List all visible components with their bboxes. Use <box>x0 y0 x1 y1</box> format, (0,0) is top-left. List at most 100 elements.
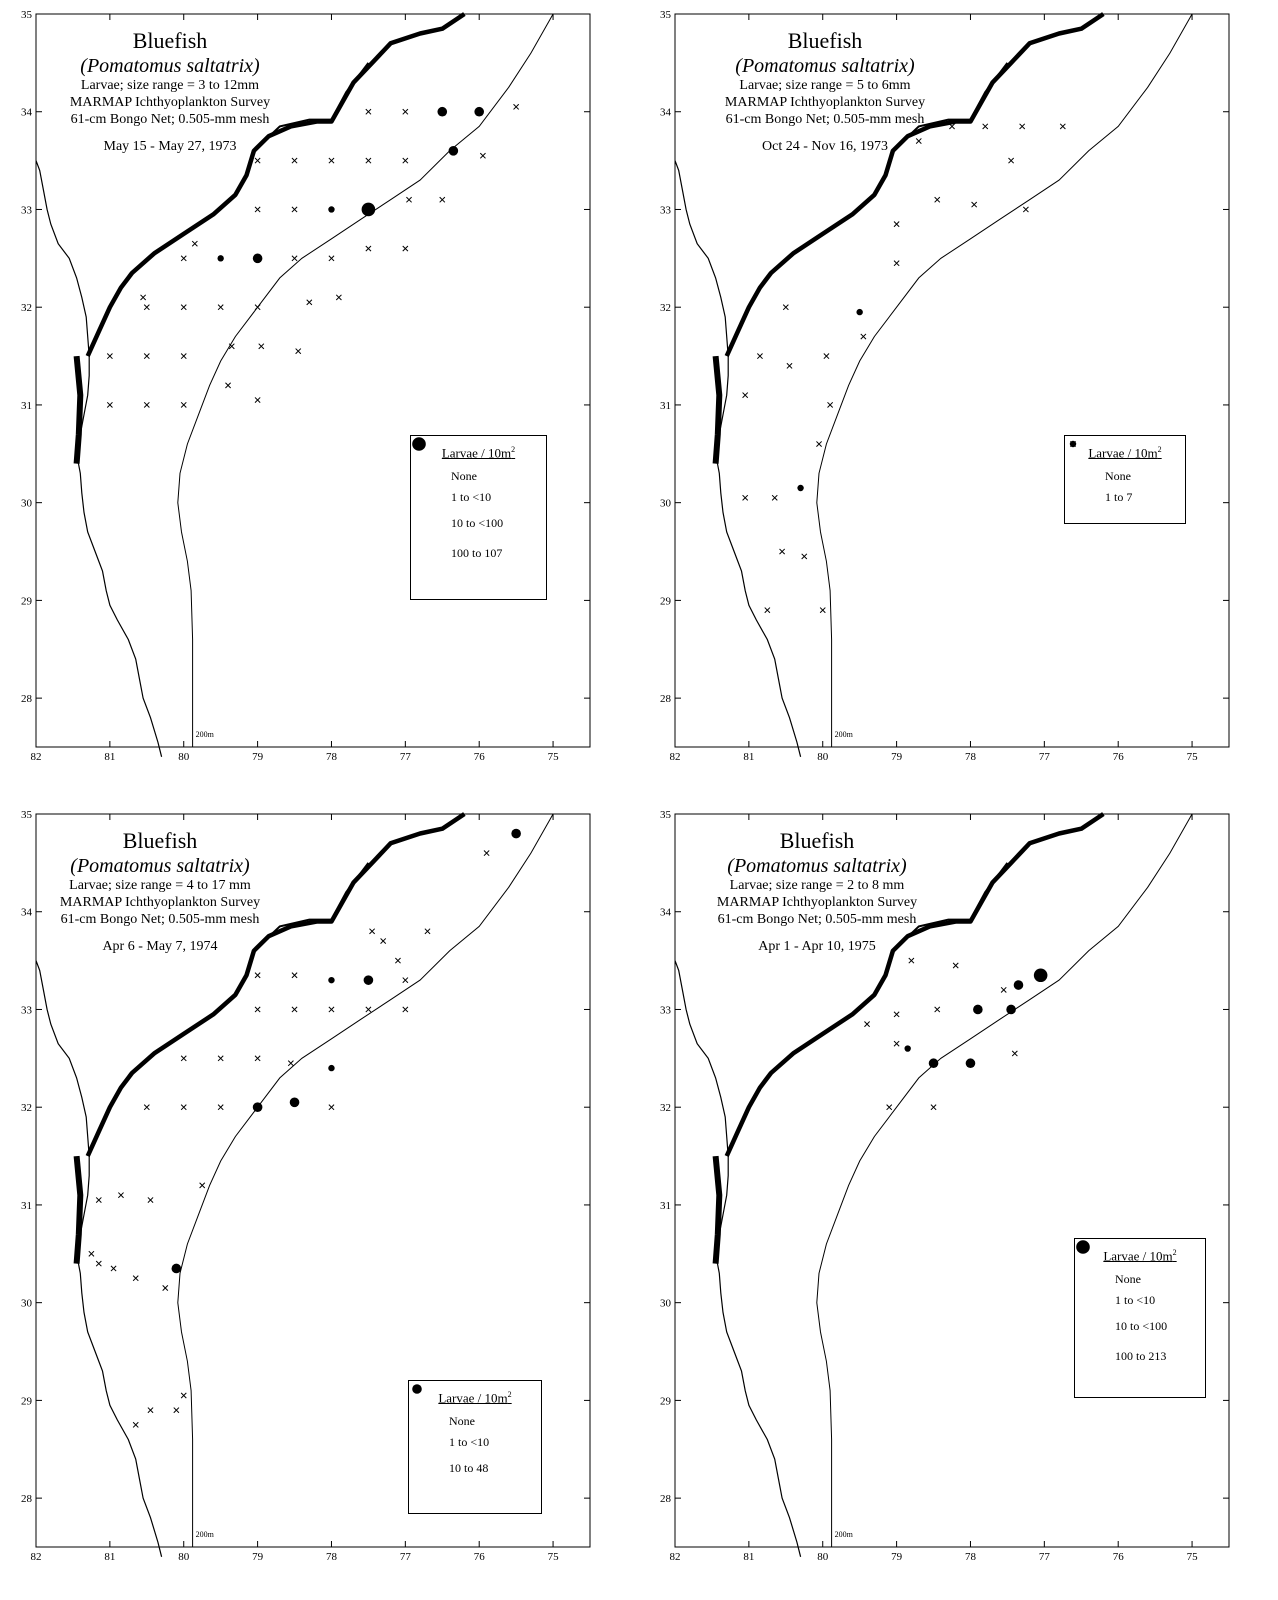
dot-icon <box>1076 1240 1090 1254</box>
lon-tick-label: 82 <box>670 1551 681 1563</box>
station-none-marker <box>180 1392 187 1399</box>
station-none-marker <box>291 972 298 979</box>
station-catch-marker <box>328 1064 335 1072</box>
lon-tick-label: 80 <box>178 1551 190 1563</box>
survey-dates: Apr 6 - May 7, 1974 <box>102 938 218 954</box>
station-none-marker <box>402 977 409 984</box>
lon-tick-label: 79 <box>252 1551 264 1563</box>
legend-symbol-graphic <box>412 1384 422 1394</box>
survey-dates: Apr 1 - Apr 10, 1975 <box>758 938 876 954</box>
coastline-inland <box>35 160 163 757</box>
legend-box: Larvae / 10m2 None 1 to <10 10 to <100 100 t… <box>410 435 547 600</box>
legend-label: 1 to <10 <box>451 490 492 505</box>
station-none-marker <box>306 299 313 306</box>
legend-label: 1 to <10 <box>1115 1293 1156 1308</box>
lat-tick-label: 33 <box>660 1004 672 1016</box>
station-none-marker <box>742 392 749 399</box>
station-none-marker <box>180 1055 187 1062</box>
isobath-200m <box>816 13 1193 747</box>
station-none-marker <box>295 348 302 355</box>
station-none-marker <box>860 333 867 340</box>
lon-tick-label: 80 <box>817 751 829 763</box>
station-none-marker <box>180 1104 187 1111</box>
legend-label: 10 to 48 <box>449 1460 489 1475</box>
lon-tick-label: 75 <box>1187 751 1199 763</box>
station-markers <box>864 957 1048 1111</box>
station-none-marker <box>180 353 187 360</box>
station-none-marker <box>106 353 113 360</box>
legend-label: 10 to <100 <box>1115 1318 1168 1333</box>
station-none-marker <box>95 1197 102 1204</box>
legend-label: None <box>449 1414 475 1429</box>
station-none-marker <box>819 607 826 614</box>
station-none-marker <box>162 1285 169 1291</box>
station-catch-marker <box>448 146 459 156</box>
map-panel-1: 82 81 80 79 78 77 76 75 35 34 33 32 31 30 29 28 200m Blu… <box>0 0 639 800</box>
legend-label: 1 to <10 <box>449 1435 490 1450</box>
legend-label: 100 to 213 <box>1115 1348 1167 1363</box>
station-none-marker <box>971 201 978 208</box>
lon-tick-label: 80 <box>817 1551 829 1563</box>
station-none-marker <box>934 1006 941 1013</box>
lat-tick-label: 29 <box>660 595 672 607</box>
station-none-marker <box>402 108 409 115</box>
species-name: (Pomatomus saltatrix) <box>70 855 250 878</box>
legend-item: 1 to 7 <box>1065 440 1185 508</box>
legend-item: 1 to <10 <box>409 1385 541 1453</box>
station-none-marker <box>143 1104 150 1111</box>
lat-tick-label: 28 <box>660 693 672 705</box>
station-none-marker <box>143 401 150 408</box>
legend-item: 10 to 48 <box>409 1384 541 1483</box>
survey-dates: May 15 - May 27, 1973 <box>103 138 237 154</box>
station-none-marker <box>771 494 778 501</box>
lon-tick-label: 80 <box>178 751 190 763</box>
station-none-marker <box>217 1055 224 1062</box>
station-none-marker <box>893 1011 900 1018</box>
lat-tick-label: 33 <box>21 1004 33 1016</box>
station-none-marker <box>1022 206 1029 213</box>
size-range: Larvae; size range = 4 to 17 mm <box>69 878 251 894</box>
lat-tick-label: 34 <box>21 107 33 119</box>
station-catch-marker <box>1033 968 1048 983</box>
legend-item: 100 to 213 <box>1075 1240 1205 1371</box>
station-none-marker <box>335 294 342 301</box>
species-name: (Pomatomus saltatrix) <box>735 55 915 78</box>
dot-icon <box>412 1384 422 1394</box>
station-catch-marker <box>474 106 485 117</box>
station-none-marker <box>406 196 412 203</box>
legend-box: Larvae / 10m2 None 1 to <10 10 to <100 100 t… <box>1074 1238 1206 1398</box>
station-catch-marker <box>797 484 804 492</box>
coastline-outer-banks <box>892 62 1009 152</box>
station-catch-marker <box>328 206 335 213</box>
station-none-marker <box>893 1040 900 1047</box>
map-title: Bluefish <box>132 28 208 53</box>
legend-symbol-graphic <box>412 437 426 451</box>
station-none-marker <box>782 304 789 311</box>
lat-tick-label: 30 <box>660 498 672 510</box>
station-none-marker <box>827 401 834 408</box>
title-block: Bluefish (Pomatomus saltatrix) Larvae; s… <box>40 28 300 156</box>
lat-tick-label: 29 <box>660 1395 672 1407</box>
legend-heading: Larvae / 10m2 <box>1088 445 1162 461</box>
map-title: Bluefish <box>787 28 863 53</box>
lon-tick-label: 76 <box>1113 751 1125 763</box>
gear-description: 61-cm Bongo Net; 0.505-mm mesh <box>60 911 260 927</box>
station-none-marker <box>864 1021 871 1028</box>
dot-icon <box>1069 440 1077 448</box>
station-catch-marker <box>511 828 521 839</box>
station-markers <box>742 123 1066 614</box>
title-block: Bluefish (Pomatomus saltatrix) Larvae; s… <box>695 28 955 156</box>
lat-tick-label: 34 <box>660 107 672 119</box>
station-none-marker <box>217 1104 224 1111</box>
map-frame <box>35 13 591 748</box>
lon-tick-label: 78 <box>965 751 977 763</box>
station-none-marker <box>258 343 265 350</box>
station-catch-marker <box>289 1097 300 1108</box>
station-catch-marker <box>171 1263 182 1274</box>
station-none-marker <box>742 494 749 501</box>
station-none-marker <box>479 152 486 159</box>
gear-description: 61-cm Bongo Net; 0.505-mm mesh <box>717 911 917 927</box>
legend-box: Larvae / 10m2 None 1 to 7 <box>1064 435 1186 524</box>
station-none-marker <box>328 1006 335 1013</box>
title-block: Bluefish (Pomatomus saltatrix) Larvae; s… <box>30 828 290 956</box>
